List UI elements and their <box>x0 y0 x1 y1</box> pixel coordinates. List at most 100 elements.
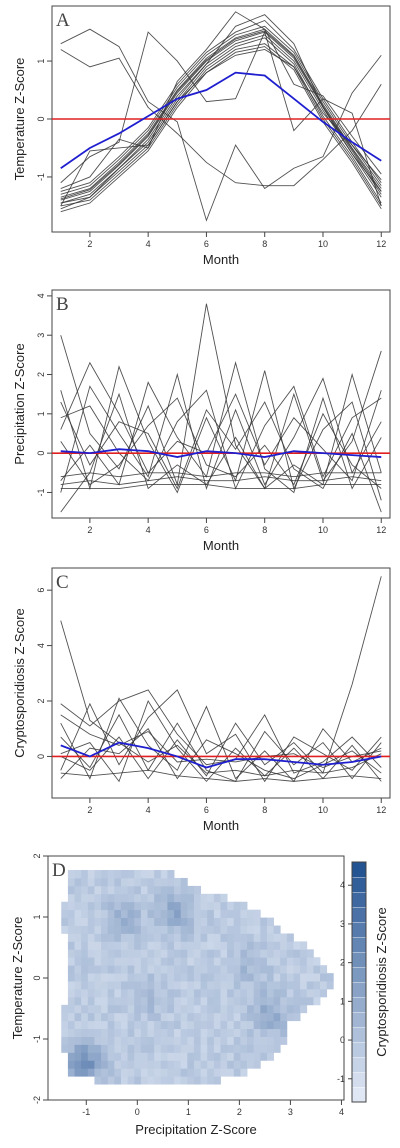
panel-d-heat-cell <box>180 909 188 919</box>
panel-d-heat-cell <box>220 988 228 998</box>
panel-d-heat-cell <box>147 909 155 919</box>
panel-d-heat-cell <box>134 893 142 903</box>
panel-d-heat-cell <box>160 1028 168 1037</box>
panel-a-y-tick-label: 0 <box>36 116 46 121</box>
panel-d-heat-cell <box>213 957 221 966</box>
panel-d-heat-cell <box>107 925 115 934</box>
panel-d-heat-cell <box>107 1004 115 1014</box>
panel-d-heat-cell <box>247 1020 255 1030</box>
panel-d-heat-cell <box>167 996 175 1006</box>
panel-c-y-tick-label: 4 <box>36 643 46 648</box>
panel-d-heat-cell <box>187 901 195 911</box>
panel-d-heat-cell <box>154 949 162 958</box>
panel-d-heat-cell <box>180 1060 188 1069</box>
panel-d-heat-cell <box>174 1060 182 1069</box>
panel-d-heat-cell <box>94 1004 102 1014</box>
panel-d-heat-cell <box>74 957 82 966</box>
panel-d-heat-cell <box>207 957 215 966</box>
panel-b-x-tick-label: 12 <box>376 525 386 535</box>
panel-d-heat-cell <box>134 949 142 958</box>
panel-d-heat-cell <box>81 1044 89 1053</box>
panel-d-heat-cell <box>227 917 235 926</box>
panel-d-heat-cell <box>107 893 115 903</box>
panel-d-heat-cell <box>101 1052 109 1061</box>
panel-d-heat-cell <box>134 1068 142 1077</box>
panel-d-heat-cell <box>107 996 115 1006</box>
panel-d-heat-cell <box>174 1004 182 1014</box>
panel-d-heat-cell <box>227 901 235 911</box>
panel-d-heat-cell <box>147 870 155 879</box>
panel-d-heat-cell <box>147 1052 155 1061</box>
panel-d-heat-cell <box>213 933 221 942</box>
panel-d-heat-cell <box>293 973 301 982</box>
panel-d-heat-cell <box>127 941 135 950</box>
panel-d-heat-cell <box>193 933 201 942</box>
panel-d-heat-cell <box>160 981 168 990</box>
panel-d-heat-cell <box>213 973 221 982</box>
panel-d-heat-cell <box>187 1044 195 1053</box>
panel-d-heat-cell <box>74 988 82 998</box>
panel-d-heat-cell <box>140 949 148 958</box>
panel-b-series-line <box>60 303 382 490</box>
panel-d-heat-cell <box>180 1020 188 1030</box>
panel-d-heat-cell <box>114 901 122 911</box>
panel-d-heat-cell <box>187 949 195 958</box>
panel-d-heat-cell <box>286 949 294 958</box>
panel-d-heat-cell <box>306 988 314 998</box>
panel-d-heat-cell <box>74 1060 82 1069</box>
panel-d-heat-cell <box>200 1020 208 1030</box>
panel-d-heat-cell <box>227 1028 235 1037</box>
panel-d-heat-cell <box>306 965 314 974</box>
panel-d-heat-cell <box>280 933 288 942</box>
panel-d-colorbar-tick-label: 1 <box>340 996 345 1006</box>
panel-d-heat-cell <box>140 917 148 926</box>
panel-d-heat-cell <box>247 981 255 990</box>
panel-d-heat-cell <box>160 885 168 895</box>
panel-b-x-tick-label: 4 <box>146 525 151 535</box>
panel-d-heat-cell <box>81 949 89 958</box>
panel-d-heat-cell <box>293 1004 301 1014</box>
panel-d-heat-cell <box>147 925 155 934</box>
panel-d-heat-cell <box>160 1012 168 1022</box>
panel-d-heat-cell <box>273 965 281 974</box>
panel-d-heat-cell <box>266 1012 274 1022</box>
panel-d-heat-cell <box>240 933 248 942</box>
panel-d-heat-cell <box>293 949 301 958</box>
panel-d-heat-cell <box>227 996 235 1006</box>
panel-d-heat-cell <box>193 949 201 958</box>
panel-d-heat-cell <box>147 949 155 958</box>
panel-d-heat-cell <box>227 1004 235 1014</box>
panel-d-heat-cell <box>67 893 75 903</box>
panel-d-heat-cell <box>193 1028 201 1037</box>
panel-d-heat-cell <box>240 973 248 982</box>
panel-d-heat-cell <box>247 1060 255 1069</box>
panel-d-heat-cell <box>220 1044 228 1053</box>
panel-d-heat-cell <box>101 885 109 895</box>
panel-d-heat-cell <box>240 988 248 998</box>
panel-d-heat-cell <box>280 996 288 1006</box>
panel-d-heat-cell <box>114 1004 122 1014</box>
panel-d-heat-cell <box>187 885 195 895</box>
panel-d-heat-cell <box>154 933 162 942</box>
panel-d-y-axis-title: Temperature Z-Score <box>10 917 25 1040</box>
panel-b-y-axis-title: Precipitation Z-Score <box>12 343 27 464</box>
panel-d-heat-cell <box>107 917 115 926</box>
panel-d-heat-cell <box>220 1012 228 1022</box>
panel-d-heat-cell <box>134 965 142 974</box>
panel-d-heat-cell <box>120 965 129 974</box>
panel-d-heat-cell <box>313 981 321 990</box>
panel-d-heat-cell <box>193 917 201 926</box>
panel-d-heat-cell <box>260 949 268 958</box>
panel-d-heat-cell <box>74 933 82 942</box>
panel-d-heat-cell <box>180 941 188 950</box>
panel-d-heat-cell <box>140 925 148 934</box>
panel-d-heat-cell <box>87 901 95 911</box>
panel-d-heat-cell <box>207 1060 215 1069</box>
panel-d-heat-cell <box>220 1020 228 1030</box>
panel-d-heat-cell <box>180 877 188 887</box>
panel-d-colorbar-band <box>351 1011 367 1028</box>
panel-d-heat-cell <box>286 933 294 942</box>
panel-d-heat-cell <box>273 949 281 958</box>
panel-d-heat-cell <box>213 925 221 934</box>
panel-d-heat-cell <box>147 933 155 942</box>
